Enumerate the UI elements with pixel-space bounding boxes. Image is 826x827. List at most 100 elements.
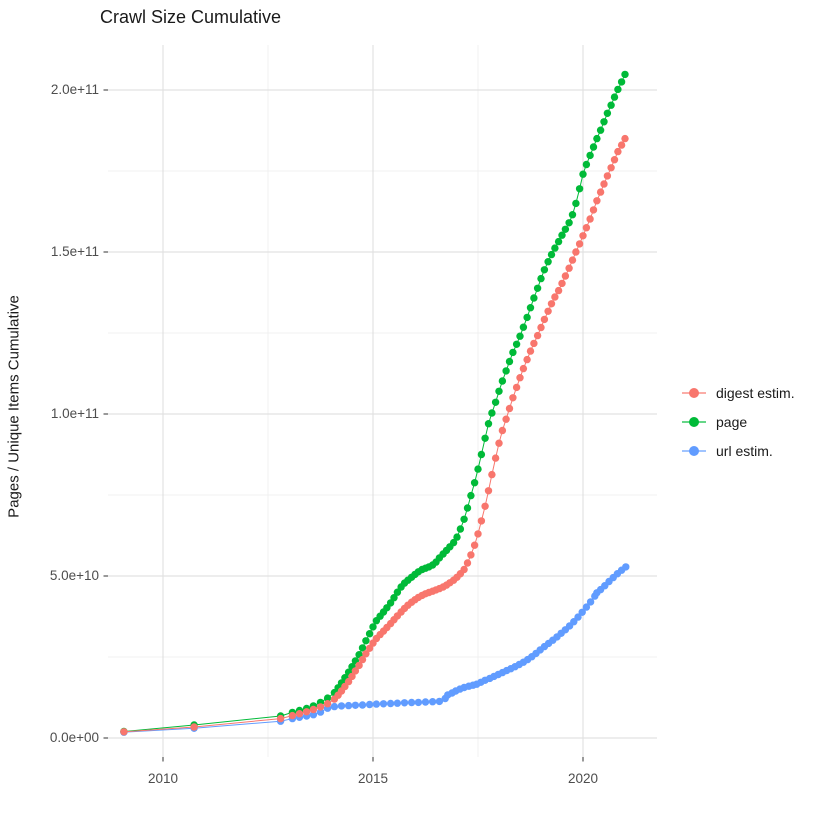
data-point	[519, 323, 528, 331]
data-point	[393, 699, 402, 707]
data-point	[491, 454, 500, 462]
data-point	[470, 541, 479, 549]
data-point	[276, 714, 285, 723]
data-point	[582, 603, 591, 611]
data-point	[495, 439, 503, 447]
data-point	[547, 250, 556, 259]
data-point	[533, 284, 542, 292]
data-point	[509, 394, 517, 402]
data-point	[582, 224, 591, 232]
data-point	[369, 623, 377, 631]
data-point	[596, 188, 605, 196]
data-point	[498, 377, 507, 385]
data-point	[526, 304, 535, 312]
data-point	[428, 698, 437, 706]
data-point	[603, 109, 612, 118]
data-point	[498, 426, 507, 435]
data-point	[502, 415, 510, 423]
data-point	[551, 244, 559, 252]
data-point	[474, 465, 482, 473]
legend-key-page	[682, 416, 706, 427]
data-point	[484, 420, 493, 428]
data-point	[435, 697, 444, 706]
legend-key-digest-estim	[682, 387, 706, 398]
data-point	[481, 502, 489, 510]
data-point	[568, 256, 577, 264]
data-point	[488, 470, 496, 479]
data-point	[589, 143, 598, 151]
data-point	[568, 211, 577, 219]
y-axis-tick-label: 5.0e+10	[49, 568, 99, 583]
data-point	[365, 630, 374, 638]
data-point	[575, 240, 584, 248]
data-point	[302, 708, 311, 716]
data-point	[523, 313, 531, 322]
data-point	[547, 300, 556, 308]
data-point	[467, 551, 475, 559]
data-point	[330, 702, 339, 711]
data-point	[561, 225, 570, 233]
data-point	[540, 266, 549, 274]
data-point	[362, 637, 370, 645]
y-axis-tick-label: 1.5e+11	[50, 244, 99, 259]
legend-item-page: page	[682, 407, 795, 436]
data-point	[400, 699, 409, 707]
data-point	[544, 307, 552, 315]
data-point	[554, 286, 563, 295]
data-point	[407, 698, 416, 707]
data-point	[607, 164, 615, 172]
data-point	[516, 332, 524, 340]
data-point	[610, 93, 619, 101]
x-axis-tick-label: 2020	[567, 771, 599, 786]
data-point	[495, 387, 503, 395]
data-point	[358, 644, 367, 652]
data-point	[505, 357, 514, 366]
data-point	[582, 160, 591, 169]
data-point	[460, 565, 468, 574]
y-axis-tick-label: 0.0e+00	[49, 730, 99, 745]
series-line	[123, 74, 626, 732]
legend-key-url-estim	[682, 445, 706, 456]
data-point	[589, 206, 598, 214]
data-point	[414, 698, 423, 707]
data-point	[467, 491, 475, 500]
data-point	[530, 294, 538, 302]
data-point	[578, 608, 586, 616]
data-point	[558, 231, 566, 239]
legend: digest estim. page url estim.	[682, 378, 795, 465]
data-point	[477, 517, 486, 525]
data-point	[600, 180, 608, 188]
data-point	[351, 667, 360, 675]
data-point	[540, 315, 549, 324]
data-point	[603, 172, 612, 180]
data-point	[565, 264, 573, 272]
data-point	[533, 331, 542, 340]
data-point	[460, 515, 468, 523]
data-point	[516, 374, 524, 382]
y-axis-tick-label: 2.0e+11	[50, 82, 99, 97]
data-point	[358, 701, 367, 709]
legend-label: page	[716, 413, 748, 430]
data-point	[344, 701, 353, 710]
data-point	[551, 293, 559, 301]
data-point	[456, 525, 465, 533]
data-point	[512, 383, 521, 392]
data-point	[614, 85, 622, 94]
data-point	[617, 141, 626, 149]
data-point	[565, 219, 573, 227]
data-point	[488, 409, 496, 417]
data-point	[477, 450, 486, 459]
data-point	[491, 398, 500, 406]
data-point	[519, 364, 528, 373]
data-point	[558, 279, 566, 288]
data-point	[120, 728, 128, 736]
data-point	[484, 487, 493, 495]
data-point	[537, 274, 545, 283]
data-point	[617, 78, 626, 86]
data-point	[502, 367, 510, 375]
data-point	[575, 185, 584, 193]
legend-label: url estim.	[716, 442, 773, 459]
data-point	[481, 434, 489, 442]
data-point	[337, 702, 346, 710]
data-point	[622, 563, 630, 571]
